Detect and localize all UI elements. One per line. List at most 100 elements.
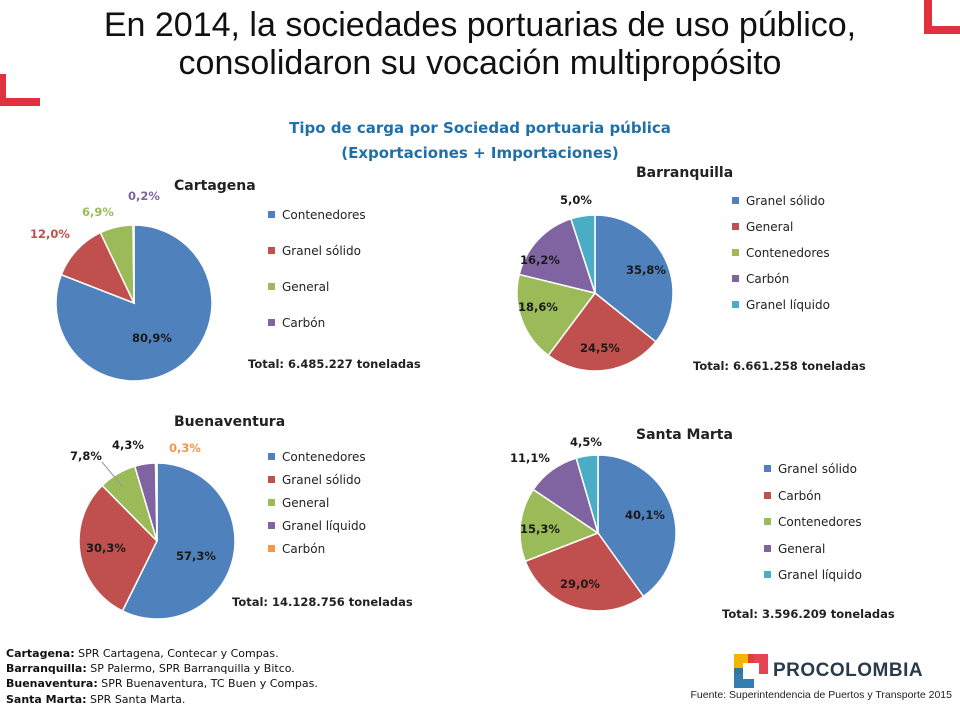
data-label: 4,5% <box>570 435 602 449</box>
pie-slice-granel-sólido <box>78 484 158 612</box>
total-buenaventura: Total: 14.128.756 toneladas <box>232 595 413 609</box>
data-label: 18,6% <box>518 300 558 314</box>
legend-label: Contenedores <box>778 515 862 529</box>
legend-swatch <box>268 476 275 483</box>
pie-slice-granel-sólido <box>594 214 674 343</box>
legend-item: General <box>732 220 793 234</box>
legend-label: Granel líquido <box>778 568 862 582</box>
data-label: 15,3% <box>520 522 560 536</box>
legend-swatch <box>764 491 771 499</box>
legend-swatch <box>268 247 275 254</box>
chart-subtitle-line-1: Tipo de carga por Sociedad portuaria púb… <box>289 119 671 137</box>
total-barranquilla: Total: 6.661.258 toneladas <box>693 359 866 373</box>
legend-label: Granel sólido <box>282 244 361 258</box>
legend-label: Contenedores <box>282 450 366 464</box>
page-title-line-1: En 2014, la sociedades portuarias de uso… <box>103 6 857 44</box>
data-label: 30,3% <box>86 541 126 555</box>
legend-swatch <box>268 283 275 290</box>
pie-slice-carbón <box>132 224 135 304</box>
legend-item: Carbón <box>268 316 325 330</box>
legend-label: Granel líquido <box>746 298 830 312</box>
legend-item: Carbón <box>732 272 789 286</box>
data-label: 7,8% <box>70 449 102 463</box>
note-line: Santa Marta: SPR Santa Marta. <box>6 692 186 706</box>
chart-title-santa-marta: Santa Marta <box>636 427 733 443</box>
legend-label: Contenedores <box>746 246 830 260</box>
data-label: 80,9% <box>132 331 172 345</box>
legend-item: General <box>268 496 329 510</box>
legend-santa-marta: Granel sólido Carbón Contenedores General Gr… <box>764 462 914 582</box>
chart-title-barranquilla: Barranquilla <box>636 165 734 181</box>
legend-item: Granel líquido <box>732 298 830 312</box>
chart-title-buenaventura: Buenaventura <box>174 414 286 430</box>
pie-slice-contenedores <box>516 273 597 357</box>
data-label: 4,3% <box>112 438 144 452</box>
source-note: Fuente: Superintendencia de Puertos y Tr… <box>690 689 952 701</box>
legend-swatch <box>732 249 739 256</box>
legend-label: General <box>282 496 330 510</box>
procolombia-logo-icon <box>734 654 768 688</box>
legend-label: Carbón <box>282 316 326 330</box>
legend-label: General <box>282 280 330 294</box>
data-label: 16,2% <box>520 253 560 267</box>
legend-buenaventura: Contenedores Granel sólido General Granel l… <box>268 450 418 560</box>
legend-label: General <box>778 541 826 556</box>
pie-slice-carbón <box>154 462 158 542</box>
pie-slice-contenedores <box>519 488 600 563</box>
pie-slice-contenedores <box>55 224 213 382</box>
leader-line <box>101 461 123 487</box>
brand-name: PROCOLOMBIA <box>773 660 924 681</box>
legend-item: Granel sólido <box>764 462 857 476</box>
legend-swatch <box>268 522 275 529</box>
pie-slice-granel-sólido <box>597 454 677 598</box>
legend-label: Granel sólido <box>778 462 857 476</box>
total-cartagena: Total: 6.485.227 toneladas <box>248 357 421 371</box>
legend-item: Granel líquido <box>764 568 862 582</box>
legend-label: Contenedores <box>282 208 366 222</box>
legend-swatch <box>764 544 771 552</box>
data-label: 0,2% <box>128 189 160 203</box>
legend-swatch <box>268 545 275 552</box>
legend-item: Granel líquido <box>268 519 366 533</box>
corner-bracket-left-bar <box>0 98 40 106</box>
legend-label: Granel sólido <box>746 194 825 208</box>
data-label: 5,0% <box>560 193 592 207</box>
page-title-line-2: consolidaron su vocación multipropósito <box>178 44 782 82</box>
legend-item: General <box>764 542 825 556</box>
legend-item: Granel sólido <box>268 244 361 258</box>
port-operators-note: Cartagena: SPR Cartagena, Contecar y Com… <box>6 646 318 707</box>
legend-item: Carbón <box>764 489 821 503</box>
legend-item: Granel sólido <box>732 194 825 208</box>
legend-swatch <box>732 197 739 204</box>
note-line: Cartagena: SPR Cartagena, Contecar y Com… <box>6 647 279 660</box>
data-label: 6,9% <box>82 205 114 219</box>
legend-swatch <box>268 211 275 218</box>
total-santa-marta: Total: 3.596.209 toneladas <box>722 607 895 621</box>
note-line: Barranquilla: SP Palermo, SPR Barranquil… <box>6 662 295 676</box>
legend-swatch <box>732 275 739 282</box>
chart-title-cartagena: Cartagena <box>174 178 256 194</box>
legend-item: General <box>268 280 329 294</box>
legend-swatch <box>268 319 275 326</box>
legend-label: Carbón <box>778 488 822 503</box>
legend-swatch <box>764 571 771 578</box>
data-label: 35,8% <box>626 263 666 277</box>
chart-subtitle: Tipo de carga por Sociedad portuaria púb… <box>0 116 960 166</box>
data-label: 11,1% <box>510 451 550 465</box>
data-label: 29,0% <box>560 577 600 591</box>
corner-bracket-top-right-bar <box>924 26 960 34</box>
data-label: 40,1% <box>625 508 665 522</box>
legend-swatch <box>732 223 739 230</box>
data-label: 57,3% <box>176 549 216 563</box>
note-line: Buenaventura: SPR Buenaventura, TC Buen … <box>6 677 318 691</box>
legend-item: Contenedores <box>268 208 366 222</box>
legend-item: Contenedores <box>764 515 862 529</box>
page-title: En 2014, la sociedades portuarias de uso… <box>0 6 960 82</box>
legend-barranquilla: Granel sólido General Contenedores Carbón Gr… <box>732 194 882 314</box>
data-label: 0,3% <box>169 441 201 455</box>
legend-label: Carbón <box>282 542 326 556</box>
